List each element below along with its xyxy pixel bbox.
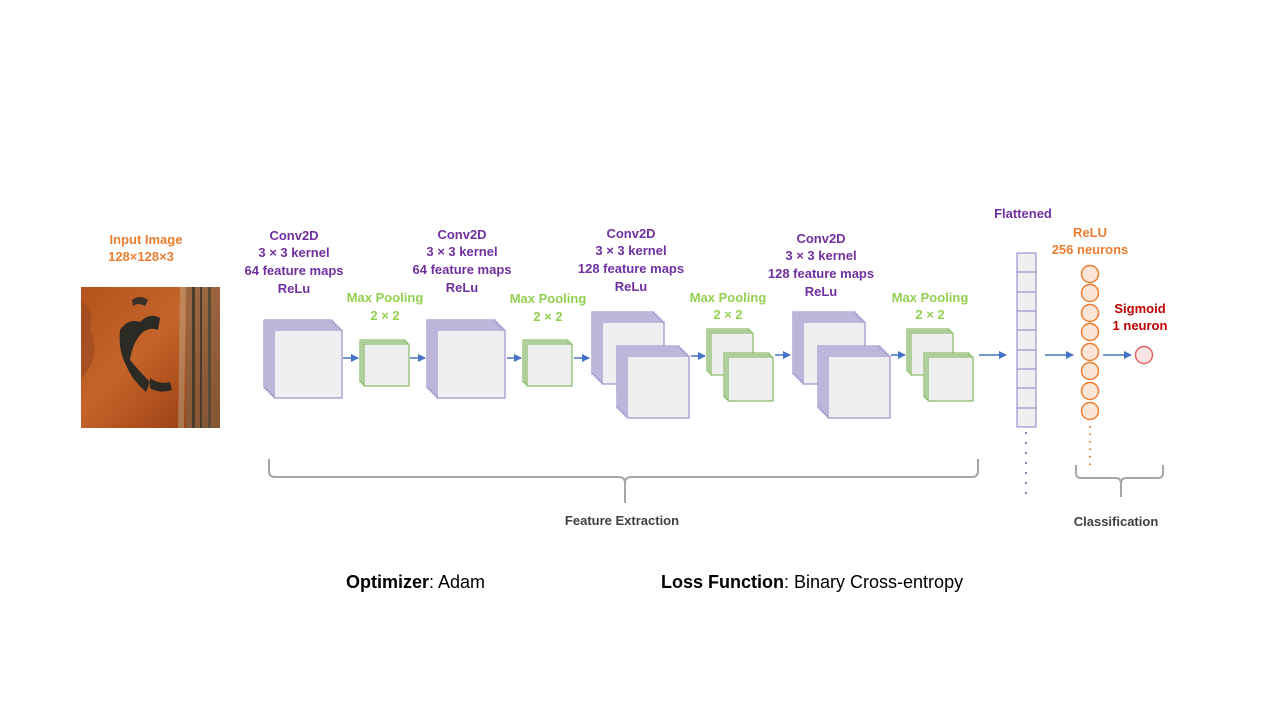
pool1-feature-stack [359, 339, 410, 387]
conv1-type: Conv2D [269, 228, 318, 243]
conv2-maps: 64 feature maps [413, 262, 512, 277]
conv1-label: Conv2D 3 × 3 kernel 64 feature maps ReLu [245, 228, 344, 296]
input-image-label: Input Image 128×128×3 [108, 232, 182, 264]
pool3-feature-stack-front [723, 352, 774, 402]
output-activation: Sigmoid [1114, 301, 1165, 316]
loss-function-line: Loss Function: Binary Cross-entropy [661, 572, 963, 592]
conv3-kernel: 3 × 3 kernel [595, 243, 666, 258]
pool4-feature-stack-front [923, 352, 974, 402]
classification-brace [1075, 465, 1164, 497]
conv1-kernel: 3 × 3 kernel [258, 245, 329, 260]
output-label: Sigmoid 1 neuron [1113, 301, 1168, 333]
pool2-size: 2 × 2 [533, 309, 562, 324]
conv2-type: Conv2D [437, 227, 486, 242]
output-neuron [1134, 345, 1154, 365]
dense-neuron-count: 256 neurons [1052, 242, 1129, 257]
pool4-type: Max Pooling [892, 290, 969, 305]
conv3-feature-stack-front [616, 345, 690, 419]
conv1-activation: ReLu [278, 281, 311, 296]
conv3-type: Conv2D [606, 226, 655, 241]
pool2-type: Max Pooling [510, 291, 587, 306]
pool1-type: Max Pooling [347, 290, 424, 305]
pool3-size: 2 × 2 [713, 307, 742, 322]
conv1-maps: 64 feature maps [245, 263, 344, 278]
optimizer-label: Optimizer [346, 572, 429, 592]
conv1-feature-stack [263, 319, 343, 399]
conv2-feature-stack [426, 319, 506, 399]
output-neuron-count: 1 neuron [1113, 318, 1168, 333]
pool2-feature-stack [522, 339, 573, 387]
input-image [81, 287, 220, 428]
pool1-size: 2 × 2 [370, 308, 399, 323]
input-image-size: 128×128×3 [108, 249, 174, 264]
conv3-activation: ReLu [615, 279, 648, 294]
optimizer-value: Adam [438, 572, 485, 592]
conv4-maps: 128 feature maps [768, 266, 874, 281]
conv4-activation: ReLu [805, 284, 838, 299]
pool3-label: Max Pooling 2 × 2 [690, 290, 767, 322]
dense-label: ReLU 256 neurons [1052, 225, 1129, 257]
flattened-label: Flattened [994, 206, 1052, 221]
pool4-size: 2 × 2 [915, 307, 944, 322]
pool1-label: Max Pooling 2 × 2 [347, 290, 424, 323]
pool4-label: Max Pooling 2 × 2 [892, 290, 969, 322]
optimizer-line: Optimizer: Adam [346, 572, 485, 592]
dense-neurons [1080, 264, 1100, 466]
dense-activation: ReLU [1073, 225, 1107, 240]
pool3-type: Max Pooling [690, 290, 767, 305]
conv3-label: Conv2D 3 × 3 kernel 128 feature maps ReL… [578, 226, 684, 294]
loss-function-label: Loss Function [661, 572, 784, 592]
conv3-maps: 128 feature maps [578, 261, 684, 276]
input-image-title: Input Image [110, 232, 183, 247]
conv2-activation: ReLu [446, 280, 479, 295]
conv4-kernel: 3 × 3 kernel [785, 248, 856, 263]
conv4-label: Conv2D 3 × 3 kernel 128 feature maps ReL… [768, 231, 874, 299]
feature-extraction-label: Feature Extraction [565, 513, 679, 528]
conv4-feature-stack-front [817, 345, 891, 419]
loss-function-value: Binary Cross-entropy [794, 572, 963, 592]
flattened-vector [1016, 252, 1037, 497]
classification-label: Classification [1074, 514, 1159, 529]
feature-extraction-brace [268, 459, 979, 503]
conv2-kernel: 3 × 3 kernel [426, 244, 497, 259]
pool2-label: Max Pooling 2 × 2 [510, 291, 587, 324]
conv2-label: Conv2D 3 × 3 kernel 64 feature maps ReLu [413, 227, 512, 295]
conv4-type: Conv2D [796, 231, 845, 246]
